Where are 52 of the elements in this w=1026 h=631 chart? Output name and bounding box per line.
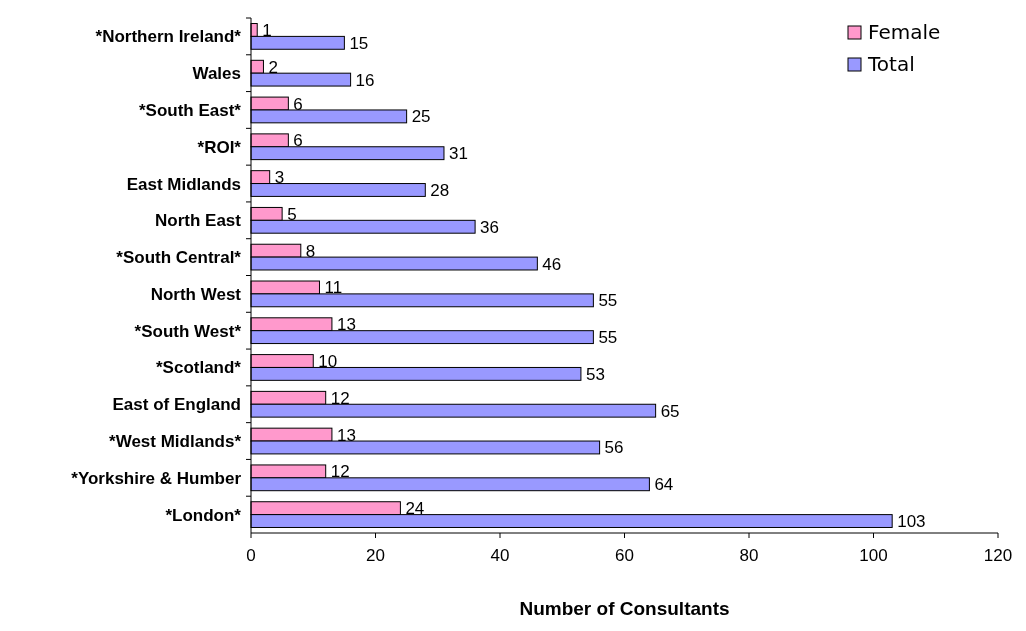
y-tick-label: *South Central* [116, 248, 242, 268]
data-label: 1 [262, 20, 272, 40]
data-label: 15 [349, 33, 369, 53]
y-tick-label: East Midlands [126, 174, 241, 194]
y-tick-label: *West Midlands* [109, 432, 242, 452]
data-label: 53 [585, 364, 605, 384]
x-tick-label: 60 [615, 546, 634, 565]
y-tick-label: North West [150, 284, 242, 304]
data-label: 5 [287, 204, 297, 224]
data-label: 25 [411, 107, 431, 127]
data-label: 13 [336, 425, 356, 445]
data-label: 8 [305, 241, 316, 261]
data-label: 56 [604, 438, 624, 458]
x-tick-label: 120 [983, 546, 1013, 565]
data-label: 6 [293, 131, 303, 151]
y-tick-label: *South East* [138, 100, 242, 120]
x-tick-label: 100 [859, 546, 888, 565]
x-tick-label: 80 [739, 546, 759, 565]
legend-label: Total [867, 52, 915, 76]
x-tick-label: 40 [490, 546, 510, 565]
data-label: 13 [336, 315, 356, 335]
y-tick-label: *Northern Ireland* [95, 27, 242, 47]
legend-label: Female [868, 20, 941, 44]
data-label: 46 [542, 254, 562, 274]
x-tick-label: 0 [246, 546, 256, 565]
y-tick-label: *Yorkshire & Humber [71, 468, 242, 488]
data-label: 103 [897, 512, 926, 532]
data-label: 6 [293, 94, 303, 114]
data-label: 12 [330, 388, 350, 408]
data-label: 55 [598, 291, 618, 311]
data-label: 65 [660, 401, 680, 421]
data-label: 31 [448, 144, 468, 164]
x-tick-label: 20 [366, 546, 385, 565]
data-label: 11 [324, 278, 343, 298]
y-tick-label: East of England [112, 395, 241, 415]
y-tick-label: *South West* [134, 321, 242, 341]
data-label: 28 [430, 180, 450, 200]
y-tick-label: *ROI* [197, 137, 242, 157]
y-tick-label: *London* [165, 505, 242, 525]
data-label: 64 [654, 475, 674, 495]
data-label: 12 [330, 462, 350, 482]
y-tick-label: *Scotland* [155, 358, 242, 378]
data-label: 2 [268, 57, 278, 77]
data-label: 36 [480, 217, 500, 237]
data-label: 16 [355, 70, 375, 90]
x-axis-title: Number of Consultants [519, 598, 730, 619]
y-tick-label: North East [155, 211, 242, 231]
data-label: 24 [405, 499, 425, 519]
data-label: 55 [598, 328, 618, 348]
data-label: 10 [318, 352, 338, 372]
data-label: 3 [274, 168, 285, 188]
y-tick-label: Wales [192, 64, 241, 84]
